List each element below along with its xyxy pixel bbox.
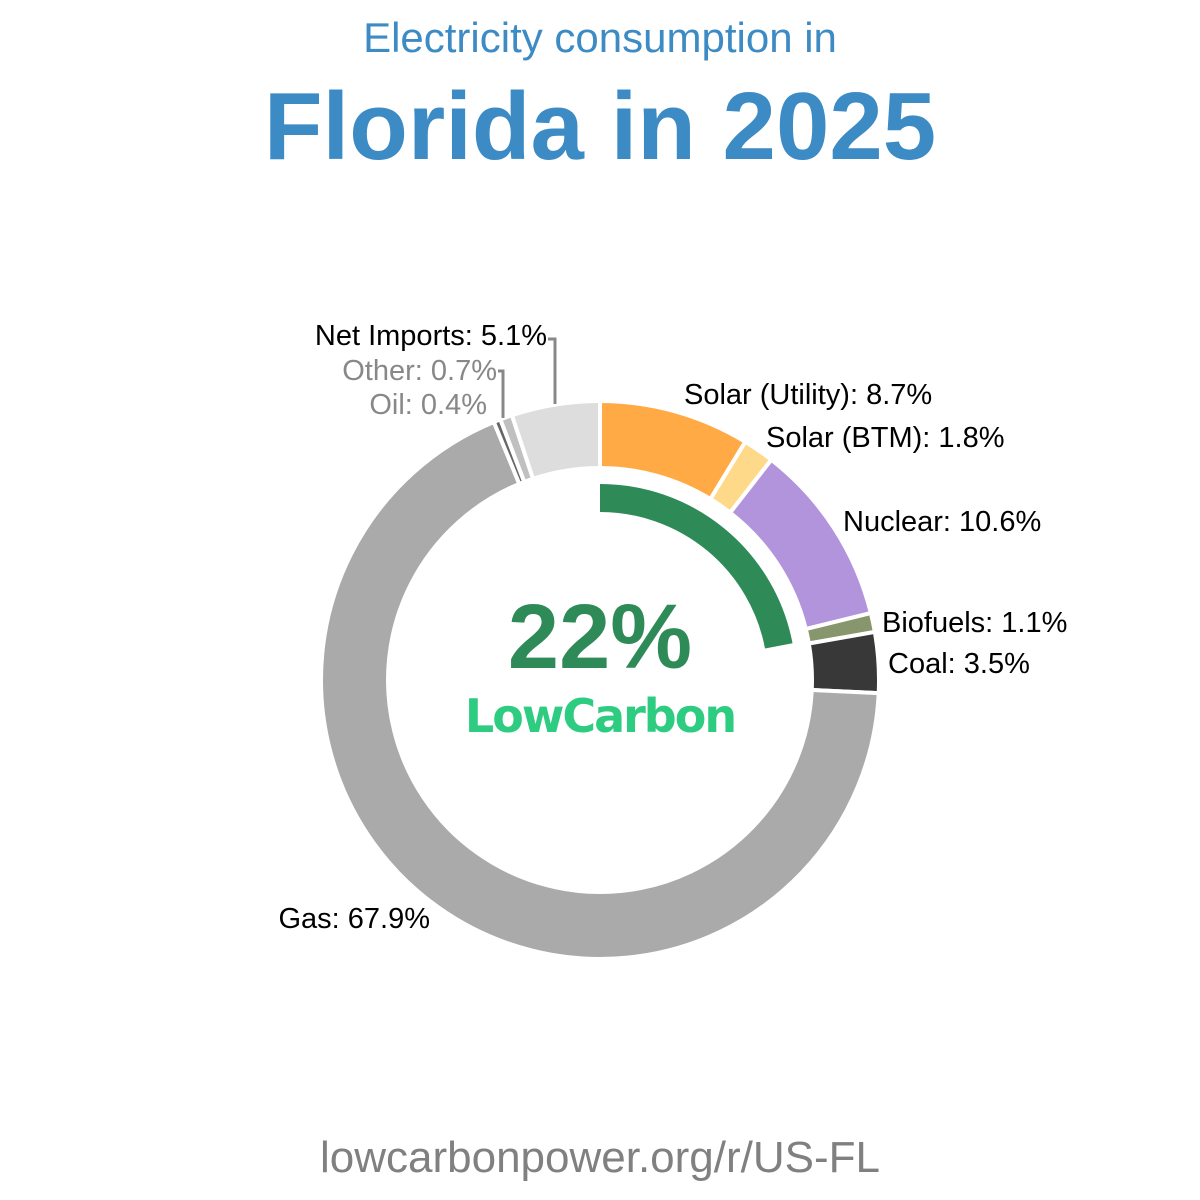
chart-title: Florida in 2025 [263, 73, 937, 180]
low-carbon-arc [599, 484, 793, 649]
label-biofuels: Biofuels: 1.1% [882, 607, 1067, 639]
label-gas: Gas: 67.9% [278, 903, 430, 935]
label-other: Other: 0.7% [342, 355, 497, 387]
label-nuclear: Nuclear: 10.6% [843, 506, 1041, 538]
label-solar-utility: Solar (Utility): 8.7% [684, 379, 932, 411]
source-url: lowcarbonpower.org/r/US-FL [319, 1133, 880, 1182]
leader-lines [498, 337, 557, 418]
slice-net-imports [509, 398, 602, 482]
slice-coal [806, 629, 881, 696]
slice-labels: Solar (Utility): 8.7% Solar (BTM): 1.8% Nu… [278, 320, 1067, 935]
chart-subtitle: Electricity consumption in [363, 14, 837, 61]
slice-gas [319, 419, 881, 961]
lowcarbon-logo-text: LowCarbon [465, 689, 735, 743]
donut-slices [319, 398, 881, 961]
label-solar-btm: Solar (BTM): 1.8% [766, 422, 1005, 454]
leader-other [498, 369, 505, 418]
label-net-imports: Net Imports: 5.1% [315, 320, 547, 352]
label-coal: Coal: 3.5% [888, 648, 1030, 680]
label-oil: Oil: 0.4% [369, 389, 487, 421]
leader-net-imports [548, 337, 557, 404]
low-carbon-percent: 22% [508, 586, 692, 688]
